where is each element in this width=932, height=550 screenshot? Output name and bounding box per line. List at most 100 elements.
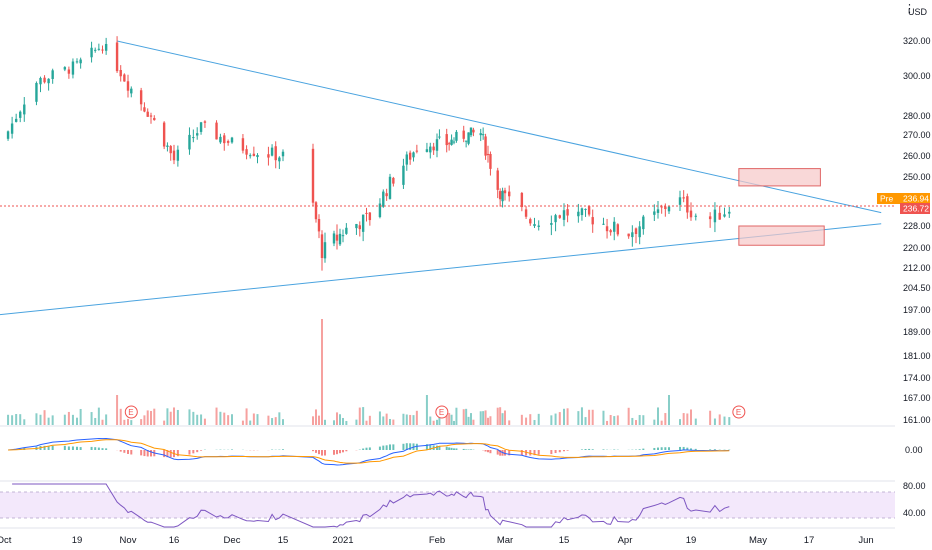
volume-bar: [489, 416, 492, 425]
macd-histogram-bar: [487, 450, 489, 453]
price-tick-label: 270.00: [903, 130, 931, 140]
macd-histogram-bar: [362, 448, 365, 450]
macd-histogram-bar: [318, 450, 320, 455]
volume-bar: [169, 411, 172, 425]
candle: [481, 127, 485, 140]
volume-bar: [196, 414, 199, 425]
earnings-marker[interactable]: E: [732, 405, 746, 419]
volume-bar: [392, 419, 395, 425]
candle: [203, 120, 207, 128]
candle: [708, 212, 712, 228]
candle: [267, 146, 270, 166]
rsi-pane: [0, 483, 895, 528]
volume-bar: [241, 420, 244, 425]
macd-histogram-bar: [382, 445, 385, 450]
macd-histogram-bar: [694, 448, 697, 450]
time-tick-label: May: [749, 535, 767, 546]
macd-histogram-bar: [51, 445, 54, 450]
candle: [67, 66, 71, 79]
candle: [472, 127, 475, 137]
candle: [533, 217, 536, 229]
candle: [489, 151, 492, 176]
candle: [392, 176, 395, 187]
volume-bar: [616, 415, 619, 425]
candle: [694, 213, 697, 221]
time-tick-label: 19: [72, 535, 83, 546]
candle: [464, 140, 468, 148]
macd-histogram-bar: [709, 449, 712, 450]
volume-bar: [200, 414, 203, 425]
volume-bar: [525, 417, 528, 425]
macd-histogram-bar: [166, 450, 169, 458]
volume-bar: [438, 416, 441, 425]
candle: [219, 133, 222, 144]
macd-histogram-bar: [345, 450, 348, 452]
candle: [452, 137, 456, 145]
macd-histogram-bar: [140, 450, 143, 456]
volume-bar: [588, 409, 591, 425]
price-tick-label: 161.00: [903, 415, 931, 425]
macd-histogram-bar: [690, 448, 692, 450]
earnings-marker[interactable]: E: [435, 405, 449, 419]
volume-bar: [140, 419, 143, 425]
macd-histogram-bar: [143, 450, 146, 457]
svg-text:E: E: [128, 408, 133, 417]
candle: [609, 228, 612, 236]
macd-histogram-bar: [188, 450, 191, 455]
macd-histogram-bar: [537, 450, 540, 455]
macd-histogram-bar: [484, 450, 487, 452]
candle: [445, 128, 448, 153]
volume-bar: [227, 415, 230, 425]
volume-bar: [358, 407, 361, 425]
rsi-tick-label: 80.00: [903, 481, 926, 491]
volume-bar: [470, 413, 472, 425]
macd-histogram-bar: [664, 447, 667, 450]
price-tick-label: 250.00: [903, 172, 931, 182]
macd-histogram-bar: [415, 443, 418, 450]
candle: [713, 202, 717, 233]
candle: [580, 207, 584, 221]
time-tick-label: Apr: [618, 535, 633, 546]
candle: [249, 153, 252, 159]
volume-bar: [231, 414, 233, 425]
volume-bar: [520, 414, 523, 425]
support-zone[interactable]: [738, 225, 825, 246]
macd-histogram-bar: [409, 443, 412, 450]
lower-trendline[interactable]: [0, 223, 882, 316]
candle: [123, 73, 126, 82]
volume-bar: [713, 418, 716, 425]
volume-bar: [192, 411, 195, 425]
candle: [718, 205, 721, 220]
candle: [562, 203, 566, 227]
volume-bar: [425, 395, 428, 425]
price-axis: 320.00 300.00 280.00 270.00 260.00 250.00 228.…: [903, 36, 931, 518]
volume-bar: [429, 416, 432, 425]
macd-histogram-bar: [445, 446, 448, 450]
volume-bar: [271, 418, 274, 425]
time-tick-label: Oct: [0, 535, 12, 546]
candle: [432, 142, 435, 155]
candle: [634, 227, 638, 244]
resistance-zone[interactable]: [738, 168, 821, 187]
more-options-icon[interactable]: ⋮: [904, 2, 915, 15]
candle: [365, 207, 368, 222]
price-tick-label: 260.00: [903, 151, 931, 161]
earnings-marker[interactable]: E: [124, 405, 138, 419]
macd-histogram-bar: [584, 449, 587, 450]
volume-bar: [215, 407, 218, 425]
candle: [678, 190, 682, 211]
volume-bar: [448, 412, 451, 425]
volume-bar: [613, 416, 616, 425]
macd-pane: [8, 437, 731, 466]
macd-histogram-bar: [504, 450, 506, 456]
volume-bar: [550, 415, 553, 425]
volume-bar: [631, 417, 634, 425]
volume-bar: [479, 411, 482, 425]
candle: [75, 58, 79, 64]
candle: [435, 133, 439, 158]
candle: [278, 156, 281, 170]
candle: [245, 145, 248, 160]
candle: [361, 214, 365, 242]
price-tick-label: 197.00: [903, 305, 931, 315]
